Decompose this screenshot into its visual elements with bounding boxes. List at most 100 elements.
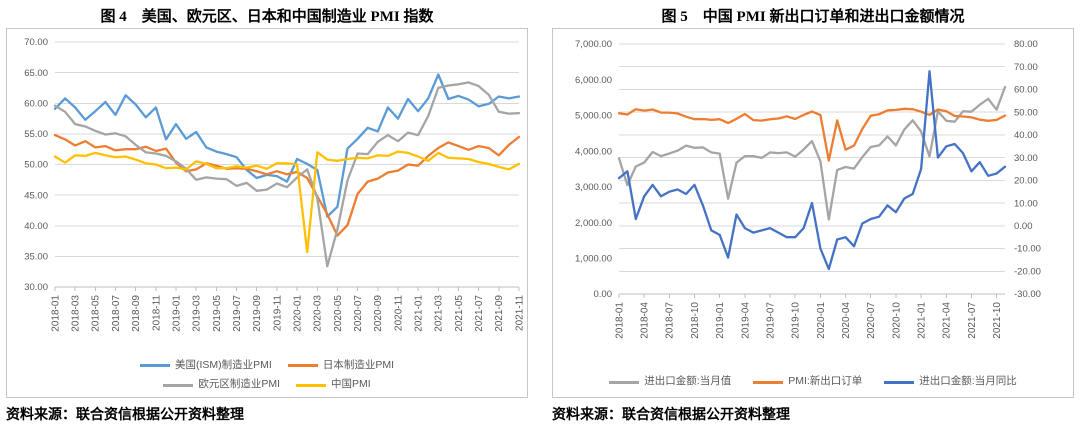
svg-text:2020-11: 2020-11 (393, 295, 404, 331)
legend-marker (140, 364, 170, 368)
svg-text:20.00: 20.00 (1014, 176, 1038, 187)
svg-text:45.00: 45.00 (24, 190, 48, 201)
svg-text:10.00: 10.00 (1014, 198, 1038, 209)
svg-text:2,000.00: 2,000.00 (575, 218, 612, 229)
svg-text:2020-07: 2020-07 (866, 302, 877, 339)
legend-item-0-2: 欧元区制造业PMI (163, 379, 280, 391)
series-line-2 (617, 70, 1007, 271)
svg-text:2020-05: 2020-05 (333, 295, 344, 332)
svg-text:2021-07: 2021-07 (474, 295, 485, 332)
svg-text:2021-07: 2021-07 (967, 302, 978, 339)
figure-4-chart-area: 70.00 65.00 60.00 55.00 50.00 45.00 40.00 35.00… (6, 28, 528, 398)
svg-text:2018-03: 2018-03 (71, 295, 82, 332)
svg-text:65.00: 65.00 (24, 68, 48, 79)
series-line-0 (617, 85, 1007, 221)
legend-label: 进出口金额:当月同比 (919, 375, 1017, 388)
figure-5-legend: 进出口金额:当月值 PMI:新出口订单 进出口金额:当月同比 (553, 376, 1073, 388)
svg-text:2019-07: 2019-07 (765, 302, 776, 339)
svg-text:2019-09: 2019-09 (252, 295, 263, 332)
legend-label: 中国PMI (331, 378, 371, 391)
svg-text:2021-01: 2021-01 (917, 302, 928, 339)
legend-item-1-0: 进出口金额:当月值 (609, 376, 731, 388)
legend-marker (884, 380, 915, 384)
svg-text:50.00: 50.00 (24, 160, 48, 171)
svg-text:6,000.00: 6,000.00 (575, 75, 612, 86)
svg-text:1,000.00: 1,000.00 (575, 254, 612, 265)
svg-text:2020-01: 2020-01 (816, 302, 827, 339)
legend-label: PMI:新出口订单 (788, 375, 863, 388)
svg-text:70.00: 70.00 (1014, 62, 1038, 73)
legend-marker (753, 380, 784, 384)
svg-text:30.00: 30.00 (1014, 153, 1038, 164)
legend-item-0-1: 日本制造业PMI (287, 358, 394, 372)
svg-text:-10.00: -10.00 (1014, 244, 1041, 255)
right-axis-labels: 80.00 70.00 60.00 50.00 40.00 30.00 20.00 10.00… (1014, 39, 1041, 300)
svg-text:-20.00: -20.00 (1014, 267, 1041, 278)
svg-text:2019-07: 2019-07 (232, 295, 243, 332)
figure-4-line-chart: 70.00 65.00 60.00 55.00 50.00 45.00 40.00 35.00… (24, 37, 525, 332)
legend-label: 欧元区制造业PMI (198, 378, 280, 391)
figure-4-legend: 美国(ISM)制造业PMI 日本制造业PMI 欧元区制造业PMI 中国PMI (102, 358, 432, 391)
svg-text:70.00: 70.00 (24, 37, 48, 48)
series-line-3 (53, 150, 521, 254)
legend-marker (296, 383, 326, 387)
svg-text:2020-03: 2020-03 (313, 295, 324, 332)
svg-text:2019-01: 2019-01 (171, 295, 182, 332)
svg-text:60.00: 60.00 (1014, 85, 1038, 96)
series-line-1 (53, 133, 521, 237)
svg-text:2020-04: 2020-04 (841, 302, 852, 339)
svg-text:2018-01: 2018-01 (50, 295, 61, 332)
left-axis-labels: 70.00 65.00 60.00 55.00 50.00 45.00 40.00 35.00… (24, 37, 48, 293)
svg-text:2018-11: 2018-11 (151, 295, 162, 331)
legend-item-1-1: PMI:新出口订单 (753, 376, 862, 388)
svg-text:2021-10: 2021-10 (992, 302, 1003, 339)
svg-text:0.00: 0.00 (1014, 221, 1033, 232)
svg-text:7,000.00: 7,000.00 (575, 39, 612, 50)
svg-text:50.00: 50.00 (1014, 107, 1038, 118)
svg-text:2018-09: 2018-09 (131, 295, 142, 332)
svg-text:0.00: 0.00 (594, 289, 613, 300)
series-line-1 (617, 107, 1007, 162)
legend-item-0-0: 美国(ISM)制造业PMI (140, 358, 272, 372)
svg-text:2021-04: 2021-04 (942, 302, 953, 339)
legend-label: 进出口金额:当月值 (644, 375, 732, 388)
legend-label: 日本制造业PMI (322, 358, 394, 371)
svg-text:2020-10: 2020-10 (891, 302, 902, 339)
svg-text:2019-04: 2019-04 (740, 302, 751, 339)
svg-text:2018-07: 2018-07 (665, 302, 676, 339)
legend-label: 美国(ISM)制造业PMI (175, 358, 272, 371)
figure-5-title: 图 5 中国 PMI 新出口订单和进出口金额情况 (661, 9, 965, 25)
figure-5-line-chart: 7,000.00 6,000.00 5,000.00 4,000.00 3,000.00… (575, 39, 1041, 339)
svg-text:-30.00: -30.00 (1014, 289, 1041, 300)
figure-4-pmi-index: 图 4 美国、欧元区、日本和中国制造业 PMI 指数 70.00 65.00 60.… (6, 0, 528, 424)
svg-text:5,000.00: 5,000.00 (575, 111, 612, 122)
svg-text:2018-10: 2018-10 (690, 302, 701, 339)
svg-text:80.00: 80.00 (1014, 39, 1038, 50)
svg-text:2019-01: 2019-01 (715, 302, 726, 339)
svg-text:2019-03: 2019-03 (192, 295, 203, 332)
svg-text:2021-03: 2021-03 (434, 295, 445, 332)
series-line-0 (53, 73, 521, 218)
figure-5-source-note: 资料来源：联合资信根据公开资料整理 (552, 408, 790, 423)
x-axis (54, 286, 520, 291)
legend-marker (609, 380, 640, 384)
svg-text:55.00: 55.00 (24, 129, 48, 140)
svg-text:2021-01: 2021-01 (414, 295, 425, 332)
svg-text:2020-09: 2020-09 (373, 295, 384, 332)
series-line-2 (53, 81, 521, 268)
svg-text:2021-09: 2021-09 (494, 295, 505, 332)
legend-marker (287, 364, 318, 368)
figure-4-source-note: 资料来源：联合资信根据公开资料整理 (6, 408, 244, 423)
legend-marker (163, 383, 194, 387)
svg-text:2019-10: 2019-10 (791, 302, 802, 339)
x-axis-labels: 2018-01 2018-03 2018-05 2018-07 2018-09 2018-… (50, 295, 525, 332)
svg-text:30.00: 30.00 (24, 282, 48, 293)
svg-text:4,000.00: 4,000.00 (575, 146, 612, 157)
figure-5-chart-area: 7,000.00 6,000.00 5,000.00 4,000.00 3,000.00… (552, 28, 1074, 398)
left-axis-labels: 7,000.00 6,000.00 5,000.00 4,000.00 3,000.00… (575, 39, 612, 300)
svg-text:2018-07: 2018-07 (111, 295, 122, 332)
svg-text:2021-05: 2021-05 (454, 295, 465, 332)
figure-5-export-orders: 图 5 中国 PMI 新出口订单和进出口金额情况 7,000.00 6,000.0… (552, 0, 1074, 424)
svg-text:2020-07: 2020-07 (353, 295, 364, 332)
